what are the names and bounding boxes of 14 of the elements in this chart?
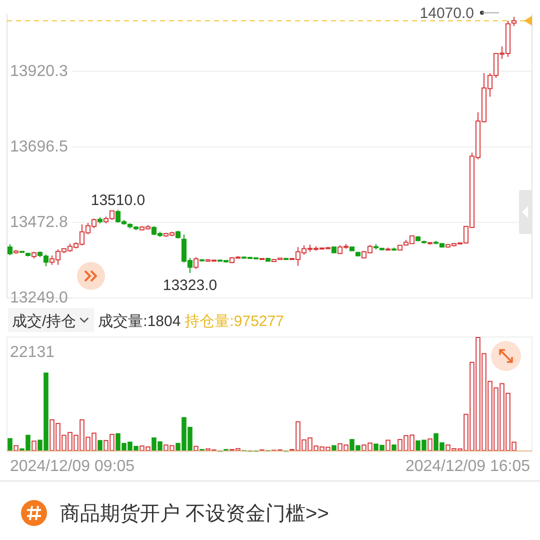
y-tick-label: 13472.8 — [10, 214, 68, 231]
y-tick-label: 13920.3 — [10, 62, 68, 80]
annotation: 22131 — [10, 344, 55, 361]
ref-line-label: 14070.0 — [420, 4, 474, 22]
text: 2024/12/09 09:05 — [10, 458, 135, 475]
text: 商品期货开户 不设资金门槛>> — [60, 503, 329, 525]
text: 2024/12/09 16:05 — [405, 458, 530, 475]
y-tick-label: 13249.0 — [10, 290, 68, 306]
text: 持仓量:975277 — [184, 313, 284, 330]
y-tick-label: 13696.5 — [10, 138, 68, 156]
chart-subtitle: 成交量:1804 — [98, 313, 181, 330]
annotation: 13323.0 — [162, 277, 218, 294]
chart-title: 成交/持仓 — [12, 313, 76, 330]
annotation: 13510.0 — [90, 192, 146, 209]
